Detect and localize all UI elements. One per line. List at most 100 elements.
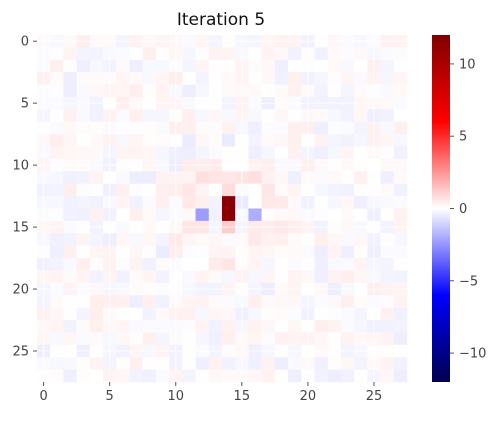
heatmap-cell: [155, 72, 170, 85]
heatmap-cell: [155, 183, 170, 197]
heatmap-cell: [261, 72, 276, 85]
heatmap-cell: [274, 295, 289, 308]
heatmap-cell: [50, 109, 64, 123]
heatmap-cell: [327, 59, 342, 73]
heatmap-cell: [222, 233, 236, 246]
heatmap-cell: [208, 369, 223, 383]
heatmap-cell: [76, 307, 91, 321]
heatmap-cell: [248, 134, 262, 147]
colorbar-tick-label: 5: [459, 130, 467, 145]
heatmap-cell: [76, 332, 91, 346]
heatmap-cell: [116, 72, 130, 85]
heatmap-cell: [354, 59, 368, 73]
heatmap-cell: [222, 208, 236, 222]
heatmap-cell: [195, 233, 210, 246]
heatmap-cell: [380, 332, 395, 346]
heatmap-cell: [222, 59, 236, 73]
heatmap-cell: [63, 47, 77, 61]
heatmap-cell: [50, 208, 64, 222]
heatmap-cell: [208, 357, 223, 370]
heatmap-cell: [195, 59, 210, 73]
heatmap-cell: [195, 320, 210, 333]
heatmap-cell: [393, 270, 408, 284]
grid-lines: [37, 35, 407, 382]
heatmap-cell: [314, 208, 329, 222]
heatmap-cell: [248, 183, 262, 197]
heatmap-cell: [314, 47, 329, 61]
heatmap-cell: [116, 307, 130, 321]
heatmap-cell: [208, 208, 223, 222]
heatmap-cell: [314, 245, 329, 259]
heatmap-cell: [155, 59, 170, 73]
heatmap-cell: [354, 146, 368, 160]
heatmap-cell: [261, 369, 276, 383]
heatmap-cell: [274, 183, 289, 197]
heatmap-cell: [222, 134, 236, 147]
heatmap-cell: [288, 233, 302, 246]
heatmap-cell: [63, 134, 77, 147]
heatmap-cell: [393, 171, 408, 185]
heatmap-cell: [116, 59, 130, 73]
heatmap-cell: [248, 233, 262, 246]
heatmap-cell: [380, 270, 395, 284]
heatmap-cell: [195, 171, 210, 185]
heatmap-cells: [37, 35, 408, 383]
heatmap-cell: [129, 134, 144, 147]
heatmap-cell: [327, 121, 342, 135]
heatmap-cell: [327, 196, 342, 209]
heatmap-cell: [155, 47, 170, 61]
heatmap-cell: [63, 121, 77, 135]
heatmap-cell: [393, 146, 408, 160]
heatmap-cell: [274, 121, 289, 135]
heatmap-cell: [380, 171, 395, 185]
heatmap-cell: [182, 369, 196, 383]
heatmap-cell: [354, 134, 368, 147]
heatmap-cell: [142, 183, 157, 197]
heatmap-cell: [195, 332, 210, 346]
heatmap-cell: [248, 307, 262, 321]
heatmap-cell: [195, 183, 210, 197]
heatmap-cell: [142, 245, 157, 259]
heatmap-cell: [222, 171, 236, 185]
heatmap-cell: [354, 270, 368, 284]
heatmap-cell: [50, 357, 64, 370]
heatmap-cell: [76, 72, 91, 85]
heatmap-cell: [354, 258, 368, 271]
heatmap-cell: [274, 320, 289, 333]
heatmap-cell: [314, 84, 329, 98]
heatmap-cell: [63, 270, 77, 284]
heatmap-cell: [76, 134, 91, 147]
heatmap-cell: [248, 171, 262, 185]
heatmap-cell: [129, 146, 144, 160]
heatmap-cell: [274, 84, 289, 98]
heatmap-cell: [288, 369, 302, 383]
heatmap-cell: [195, 369, 210, 383]
heatmap-cell: [129, 59, 144, 73]
heatmap-cell: [182, 270, 196, 284]
heatmap-cell: [222, 121, 236, 135]
heatmap-cell: [116, 121, 130, 135]
heatmap-cell: [195, 208, 210, 222]
heatmap-cell: [380, 208, 395, 222]
heatmap-cell: [182, 134, 196, 147]
heatmap-cell: [274, 72, 289, 85]
heatmap-cell: [380, 72, 395, 85]
heatmap-cell: [288, 295, 302, 308]
heatmap-cell: [208, 134, 223, 147]
heatmap-cell: [155, 369, 170, 383]
heatmap-cell: [288, 183, 302, 197]
heatmap-cell: [129, 233, 144, 246]
heatmap-cell: [314, 109, 329, 123]
heatmap-cell: [89, 320, 104, 333]
heatmap-cell: [116, 245, 130, 259]
heatmap-cell: [380, 320, 395, 333]
heatmap-cell: [288, 59, 302, 73]
heatmap-cell: [274, 307, 289, 321]
heatmap-cell: [129, 320, 144, 333]
heatmap-cell: [50, 270, 64, 284]
heatmap-cell: [314, 146, 329, 160]
heatmap-cell: [222, 196, 236, 209]
heatmap-cell: [393, 332, 408, 346]
heatmap-cell: [208, 196, 223, 209]
heatmap-cell: [261, 208, 276, 222]
